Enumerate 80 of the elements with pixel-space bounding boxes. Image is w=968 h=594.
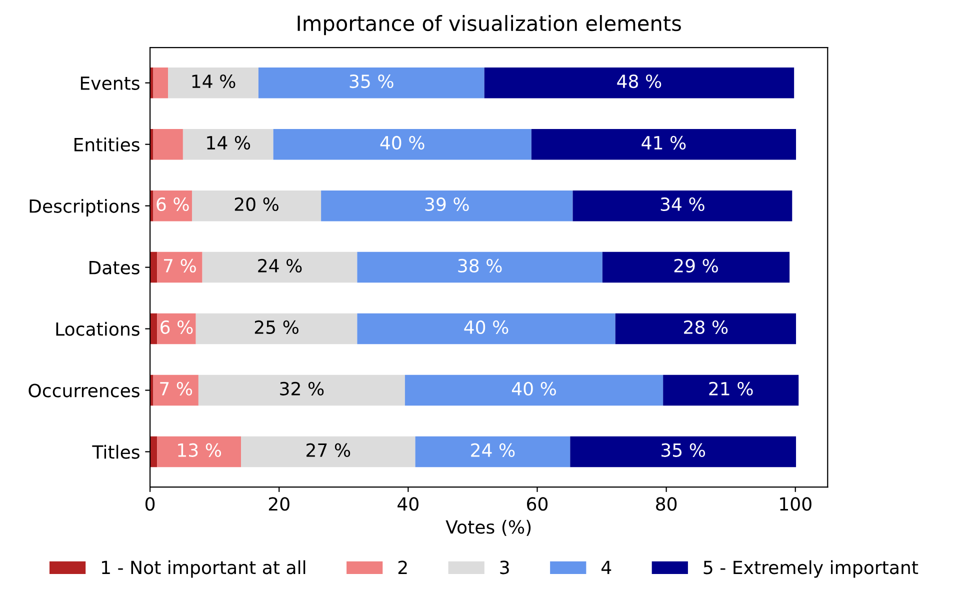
data-label: 24 % xyxy=(471,443,515,457)
data-label: 29 % xyxy=(674,258,718,273)
legend-label: 1 - Not important at all xyxy=(102,560,306,578)
data-label: 20 % xyxy=(234,197,278,212)
data-label: 39 % xyxy=(425,197,469,212)
x-tick-label: 100 xyxy=(780,497,812,511)
data-label: 14 % xyxy=(207,136,250,150)
bar xyxy=(196,313,358,344)
data-label: 14 % xyxy=(192,74,236,88)
bar xyxy=(202,252,358,283)
x-tick-label: 60 xyxy=(527,497,548,511)
data-label: 48 % xyxy=(617,74,662,88)
y-tick-label: Entities xyxy=(74,137,140,152)
data-label: 6 % xyxy=(160,320,193,334)
data-label: 40 % xyxy=(512,382,556,396)
bar xyxy=(157,313,196,344)
bar xyxy=(570,436,796,468)
x-axis-title: Votes (%) xyxy=(446,520,531,536)
data-label: 24 % xyxy=(258,258,302,273)
legend-label: 4 xyxy=(602,560,612,574)
data-label: 7 % xyxy=(164,258,196,273)
bar xyxy=(150,68,154,98)
bar xyxy=(198,374,405,406)
bar xyxy=(150,128,154,160)
bar xyxy=(150,252,158,283)
legend-label: 5 - Extremely important xyxy=(704,560,918,578)
x-tick-label: 80 xyxy=(656,497,677,511)
y-tick-label: Occurrences xyxy=(28,384,140,398)
data-label: 40 % xyxy=(380,136,424,150)
data-label: 32 % xyxy=(280,382,324,396)
data-label: 41 % xyxy=(642,136,686,150)
bar xyxy=(153,128,183,160)
bar xyxy=(153,68,168,98)
data-label: 27 % xyxy=(306,443,350,457)
data-label: 35 % xyxy=(350,74,394,88)
bar xyxy=(150,313,158,344)
bar xyxy=(150,190,154,222)
bar xyxy=(273,128,532,160)
bar xyxy=(157,436,242,468)
bar xyxy=(663,374,799,406)
bar xyxy=(357,252,602,283)
bar xyxy=(404,374,664,406)
x-tick-label: 40 xyxy=(398,497,418,511)
bar xyxy=(602,252,790,283)
data-label: 6 % xyxy=(156,197,189,212)
data-label: 25 % xyxy=(254,320,298,334)
bar xyxy=(241,436,416,468)
bar xyxy=(321,190,573,222)
bar xyxy=(182,128,274,160)
data-label: 21 % xyxy=(709,382,753,396)
y-tick-label: Titles xyxy=(92,444,140,459)
chart-title: Importance of visualization elements xyxy=(298,15,681,36)
y-tick-label: Locations xyxy=(56,322,140,336)
bar xyxy=(153,374,198,406)
data-label: 28 % xyxy=(684,320,728,334)
bar xyxy=(157,252,202,283)
bar xyxy=(168,68,258,98)
x-tick-label: 20 xyxy=(268,497,290,511)
x-tick-label: 0 xyxy=(145,497,155,511)
data-label: 38 % xyxy=(458,258,502,273)
data-label: 13 % xyxy=(178,443,222,457)
data-label: 7 % xyxy=(160,382,192,396)
bar xyxy=(615,313,796,344)
data-label: 40 % xyxy=(464,320,508,334)
bar xyxy=(258,68,484,98)
bar xyxy=(192,190,322,222)
y-tick-label: Descriptions xyxy=(30,198,140,216)
bar xyxy=(415,436,570,468)
legend-label: 2 xyxy=(398,560,407,574)
bar xyxy=(357,313,616,344)
y-tick-label: Dates xyxy=(90,260,140,274)
bar xyxy=(572,190,792,222)
y-tick-label: Events xyxy=(80,76,140,90)
data-label: 35 % xyxy=(662,443,706,457)
bar xyxy=(150,374,154,406)
bar xyxy=(484,68,794,98)
legend-label: 3 xyxy=(500,560,509,574)
bar xyxy=(150,436,158,468)
bar xyxy=(531,128,796,160)
data-label: 34 % xyxy=(660,197,704,212)
